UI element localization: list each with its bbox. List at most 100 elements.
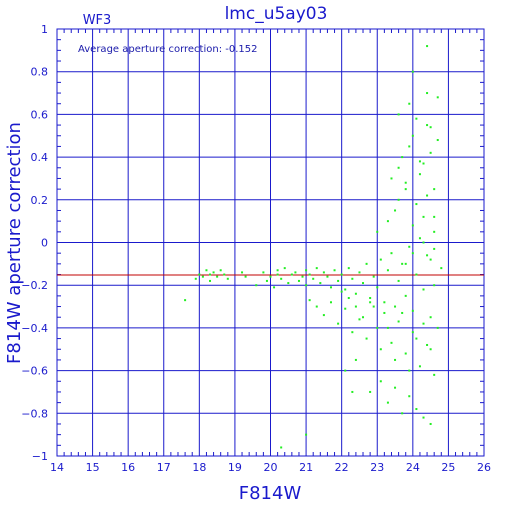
- data-point: [411, 252, 414, 255]
- data-point: [280, 446, 283, 449]
- x-tick-label: 16: [121, 461, 135, 474]
- data-point: [426, 124, 429, 127]
- data-point: [297, 279, 300, 282]
- data-point: [422, 162, 425, 165]
- data-point: [404, 181, 407, 184]
- data-point: [340, 290, 343, 293]
- data-point: [322, 314, 325, 317]
- data-point: [369, 390, 372, 393]
- data-point: [433, 247, 436, 250]
- data-point: [308, 273, 311, 276]
- data-point: [333, 269, 336, 272]
- data-point: [312, 277, 315, 280]
- data-point: [212, 271, 215, 274]
- data-point: [386, 220, 389, 223]
- data-point: [362, 282, 365, 285]
- data-point: [294, 271, 297, 274]
- data-point: [276, 273, 279, 276]
- data-point: [411, 70, 414, 73]
- data-point: [404, 352, 407, 355]
- data-point: [273, 286, 276, 289]
- data-point: [219, 269, 222, 272]
- data-point: [426, 194, 429, 197]
- x-tick-label: 24: [406, 461, 420, 474]
- data-point: [376, 326, 379, 329]
- data-point: [379, 380, 382, 383]
- data-point: [351, 331, 354, 334]
- data-point: [244, 275, 247, 278]
- data-point: [426, 45, 429, 48]
- y-tick-label: −0.2: [21, 279, 48, 292]
- data-point: [362, 316, 365, 319]
- x-tick-label: 26: [477, 461, 491, 474]
- data-point: [390, 177, 393, 180]
- data-point: [276, 269, 279, 272]
- y-tick-label: 0.6: [31, 108, 49, 121]
- data-point: [372, 305, 375, 308]
- data-point: [426, 254, 429, 257]
- y-tick-label: 0.8: [31, 66, 49, 79]
- y-tick-label: 0: [41, 237, 48, 250]
- data-point: [344, 369, 347, 372]
- data-point: [358, 271, 361, 274]
- data-point: [209, 279, 212, 282]
- data-point: [415, 408, 418, 411]
- x-tick-label: 19: [228, 461, 242, 474]
- data-point: [422, 241, 425, 244]
- data-point: [401, 262, 404, 265]
- average-annotation: Average aperture correction: -0.152: [78, 44, 258, 55]
- data-point: [404, 294, 407, 297]
- data-point: [326, 275, 329, 278]
- data-point: [433, 373, 436, 376]
- data-point: [379, 348, 382, 351]
- data-point: [433, 215, 436, 218]
- data-point: [436, 96, 439, 99]
- y-tick-label: −0.6: [21, 365, 48, 378]
- data-point: [429, 422, 432, 425]
- data-point: [394, 209, 397, 212]
- data-point: [184, 299, 187, 302]
- data-point: [397, 320, 400, 323]
- plot-frame: [56, 28, 485, 457]
- data-point: [383, 311, 386, 314]
- data-point: [322, 271, 325, 274]
- grid-lines: [56, 28, 485, 457]
- data-point: [265, 279, 268, 282]
- data-point: [354, 305, 357, 308]
- data-point: [315, 267, 318, 270]
- data-point: [401, 156, 404, 159]
- data-point: [418, 160, 421, 163]
- data-point: [354, 358, 357, 361]
- data-point: [358, 318, 361, 321]
- data-point: [415, 337, 418, 340]
- data-point: [369, 297, 372, 300]
- data-point: [351, 390, 354, 393]
- data-point: [315, 305, 318, 308]
- data-point: [386, 269, 389, 272]
- data-point: [404, 188, 407, 191]
- data-point: [376, 286, 379, 289]
- data-point: [436, 326, 439, 329]
- data-point: [411, 309, 414, 312]
- data-point: [305, 433, 308, 436]
- data-point: [422, 322, 425, 325]
- data-point: [411, 224, 414, 227]
- data-point: [404, 262, 407, 265]
- y-tick-label: 0.4: [31, 151, 49, 164]
- data-point: [344, 288, 347, 291]
- data-point: [408, 102, 411, 105]
- data-point: [422, 215, 425, 218]
- data-point: [287, 282, 290, 285]
- data-point: [426, 343, 429, 346]
- y-tick-label: −0.4: [21, 322, 48, 335]
- x-tick-label: 23: [370, 461, 384, 474]
- data-point: [365, 337, 368, 340]
- y-axis-label: F814W aperture correction: [4, 122, 25, 364]
- data-point: [329, 286, 332, 289]
- x-tick-label: 22: [335, 461, 349, 474]
- x-tick-label: 15: [86, 461, 100, 474]
- data-point: [418, 173, 421, 176]
- data-point: [401, 412, 404, 415]
- data-point: [223, 273, 226, 276]
- data-point: [205, 269, 208, 272]
